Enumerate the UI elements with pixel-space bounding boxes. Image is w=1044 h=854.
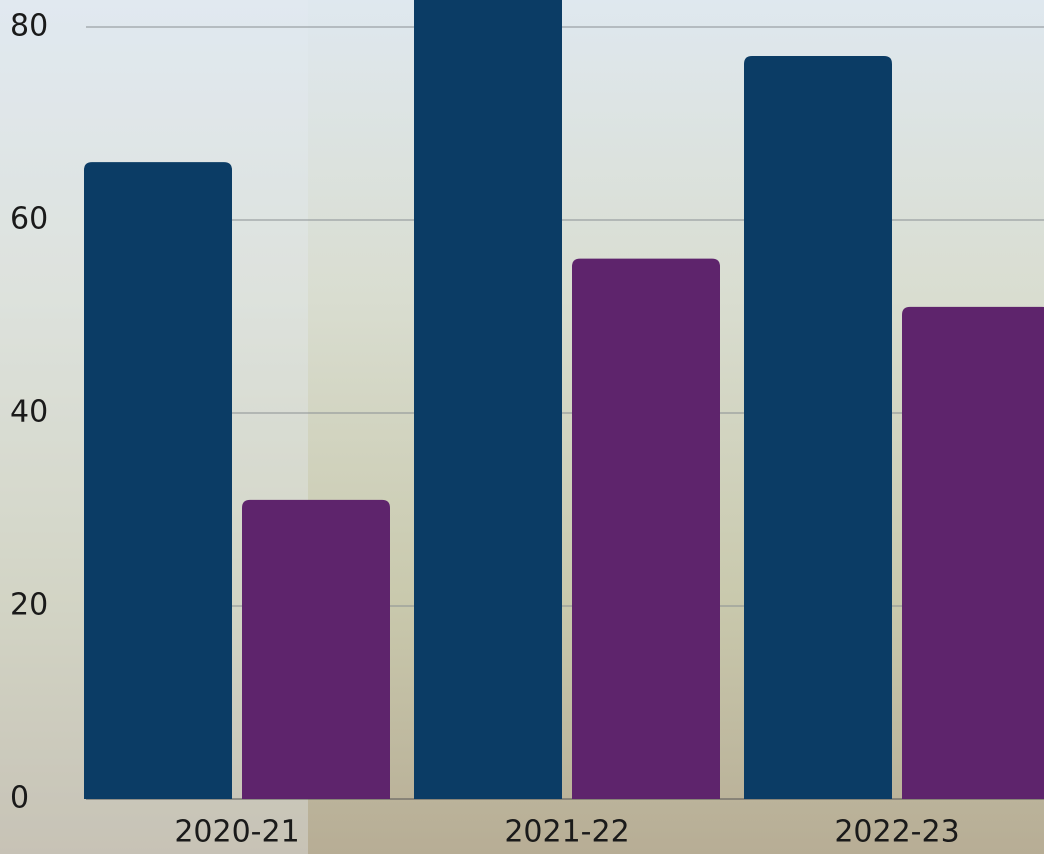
page: {"chart_data": {"type": "bar", "categori…	[0, 0, 1044, 854]
bar	[744, 56, 892, 799]
y-tick-label: 40	[10, 395, 48, 430]
y-tick-label: 60	[10, 202, 48, 237]
x-tick-label: 2020-21	[174, 815, 299, 850]
bar	[902, 307, 1044, 799]
bar	[242, 500, 390, 799]
bar	[572, 259, 720, 799]
chart: 0 20 40 60 80 2020-21 2021-22 2022-23	[0, 0, 1044, 854]
bar	[84, 162, 232, 799]
y-tick-label: 0	[10, 781, 29, 816]
x-tick-label: 2022-23	[834, 815, 959, 850]
y-tick-label: 80	[10, 9, 48, 44]
bar	[414, 0, 562, 799]
y-tick-label: 20	[10, 588, 48, 623]
x-tick-label: 2021-22	[504, 815, 629, 850]
